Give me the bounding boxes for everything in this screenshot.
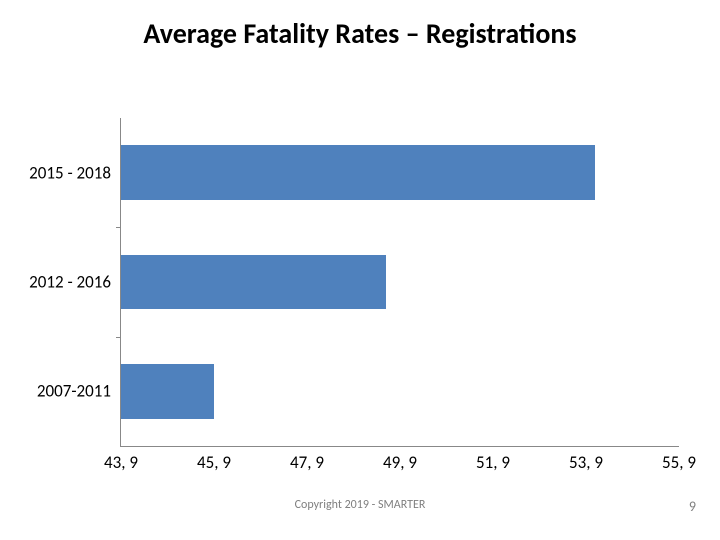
plot-area: 2015 - 20182012 - 20162007-201143, 945, … [120,118,679,447]
x-axis-label: 51, 9 [476,452,510,473]
page-title: Average Fatality Rates – Registrations [0,16,720,51]
bar [121,364,214,419]
x-axis-label: 43, 9 [104,452,138,473]
bar [121,145,595,200]
x-axis-label: 49, 9 [383,452,417,473]
x-axis-label: 55, 9 [662,452,696,473]
y-axis-tick [116,227,121,228]
bar [121,255,386,310]
y-axis-label: 2015 - 2018 [29,162,111,183]
y-axis-label: 2007-2011 [37,381,111,402]
copyright-footer: Copyright 2019 - SMARTER [0,498,720,512]
y-axis-tick [116,337,121,338]
x-axis-label: 53, 9 [569,452,603,473]
slide: Average Fatality Rates – Registrations 2… [0,0,720,540]
x-axis-label: 45, 9 [197,452,231,473]
x-axis-label: 47, 9 [290,452,324,473]
page-number: 9 [689,498,696,515]
y-axis-label: 2012 - 2016 [29,272,111,293]
chart: 2015 - 20182012 - 20162007-201143, 945, … [120,118,678,446]
